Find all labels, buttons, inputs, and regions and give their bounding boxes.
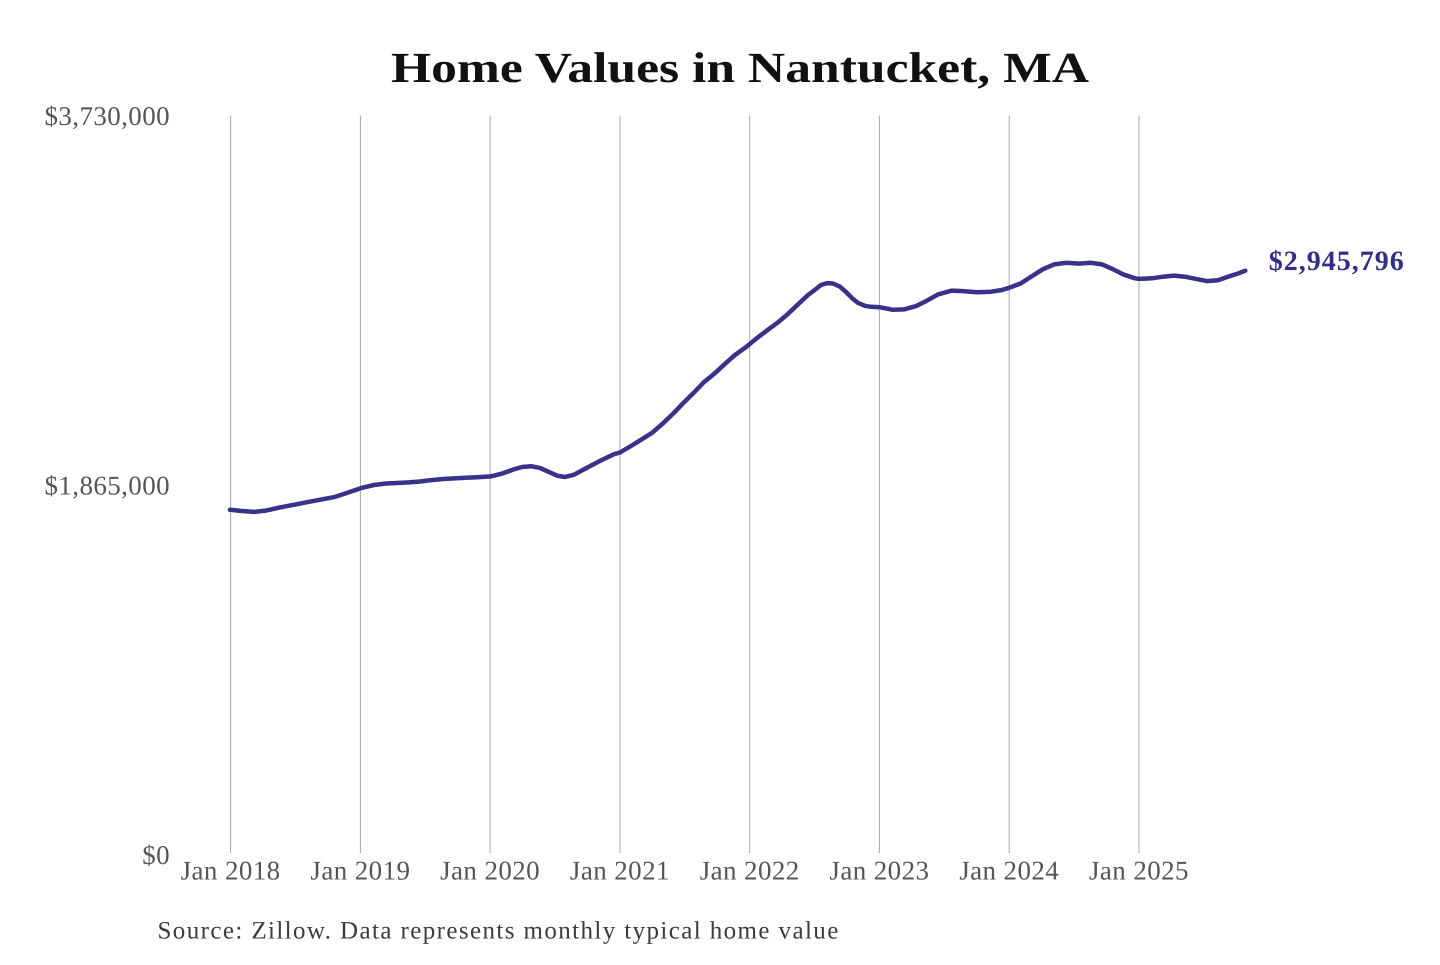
svg-text:Source: Zillow. Data represent: Source: Zillow. Data represents monthly … <box>158 918 840 945</box>
svg-text:Jan 2021: Jan 2021 <box>570 856 670 886</box>
svg-text:Jan 2018: Jan 2018 <box>181 856 281 886</box>
svg-text:$1,865,000: $1,865,000 <box>45 471 171 501</box>
svg-text:Jan 2025: Jan 2025 <box>1089 856 1189 886</box>
svg-text:Jan 2022: Jan 2022 <box>700 856 800 886</box>
svg-text:$3,730,000: $3,730,000 <box>45 101 171 131</box>
svg-text:$0: $0 <box>142 840 170 870</box>
svg-text:Home Values in Nantucket, MA: Home Values in Nantucket, MA <box>391 45 1089 92</box>
svg-text:Jan 2023: Jan 2023 <box>829 856 929 886</box>
svg-text:Jan 2024: Jan 2024 <box>959 856 1059 886</box>
svg-text:$2,945,796: $2,945,796 <box>1269 246 1405 277</box>
svg-text:Jan 2020: Jan 2020 <box>440 856 540 886</box>
svg-text:Jan 2019: Jan 2019 <box>310 856 410 886</box>
